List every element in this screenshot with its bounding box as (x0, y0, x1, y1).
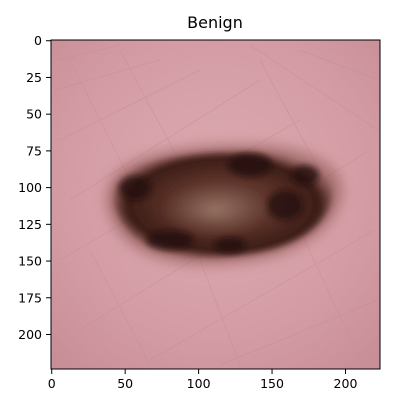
x-tick-label: 0 (48, 376, 56, 391)
y-tick-label: 200 (18, 327, 42, 342)
y-tick-label: 75 (26, 143, 42, 158)
x-tick-label: 200 (334, 376, 358, 391)
y-tick-label: 175 (18, 290, 42, 305)
x-axis: 0 50 100 150 200 (48, 369, 358, 391)
chart-title: Benign (187, 13, 243, 32)
y-tick-label: 125 (18, 217, 42, 232)
y-tick-label: 25 (26, 70, 42, 85)
y-axis: 0 25 50 75 100 125 150 175 200 (18, 33, 51, 342)
lesion-center (160, 182, 270, 238)
y-tick-label: 150 (18, 254, 42, 269)
x-tick-label: 150 (260, 376, 284, 391)
skin-lesion-image (51, 40, 380, 369)
x-tick-label: 100 (187, 376, 211, 391)
y-tick-label: 0 (34, 33, 42, 48)
y-tick-label: 50 (26, 107, 42, 122)
y-tick-label: 100 (18, 180, 42, 195)
x-tick-label: 50 (117, 376, 133, 391)
